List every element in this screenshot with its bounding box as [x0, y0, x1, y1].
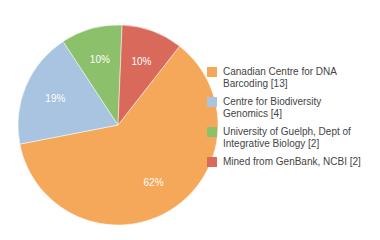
html-text:Canadian Centre for DNA Barcod: Canadian Centre for DNA Barcoding [13] [223, 66, 337, 89]
svg-text:19%: 19% [45, 93, 65, 104]
html-text:Centre for Biodiversity Genomi: Centre for Biodiversity Genomics [4] [223, 96, 322, 119]
html-text:University of Guelph, Dept of: University of Guelph, Dept of Integrativ… [223, 126, 351, 149]
svg-text:10%: 10% [90, 54, 110, 65]
html-text:Mined from GenBank, NCBI [2]: Mined from GenBank, NCBI [2] [223, 156, 361, 167]
svg-text:62%: 62% [144, 177, 164, 188]
svg-text:10%: 10% [131, 56, 151, 67]
